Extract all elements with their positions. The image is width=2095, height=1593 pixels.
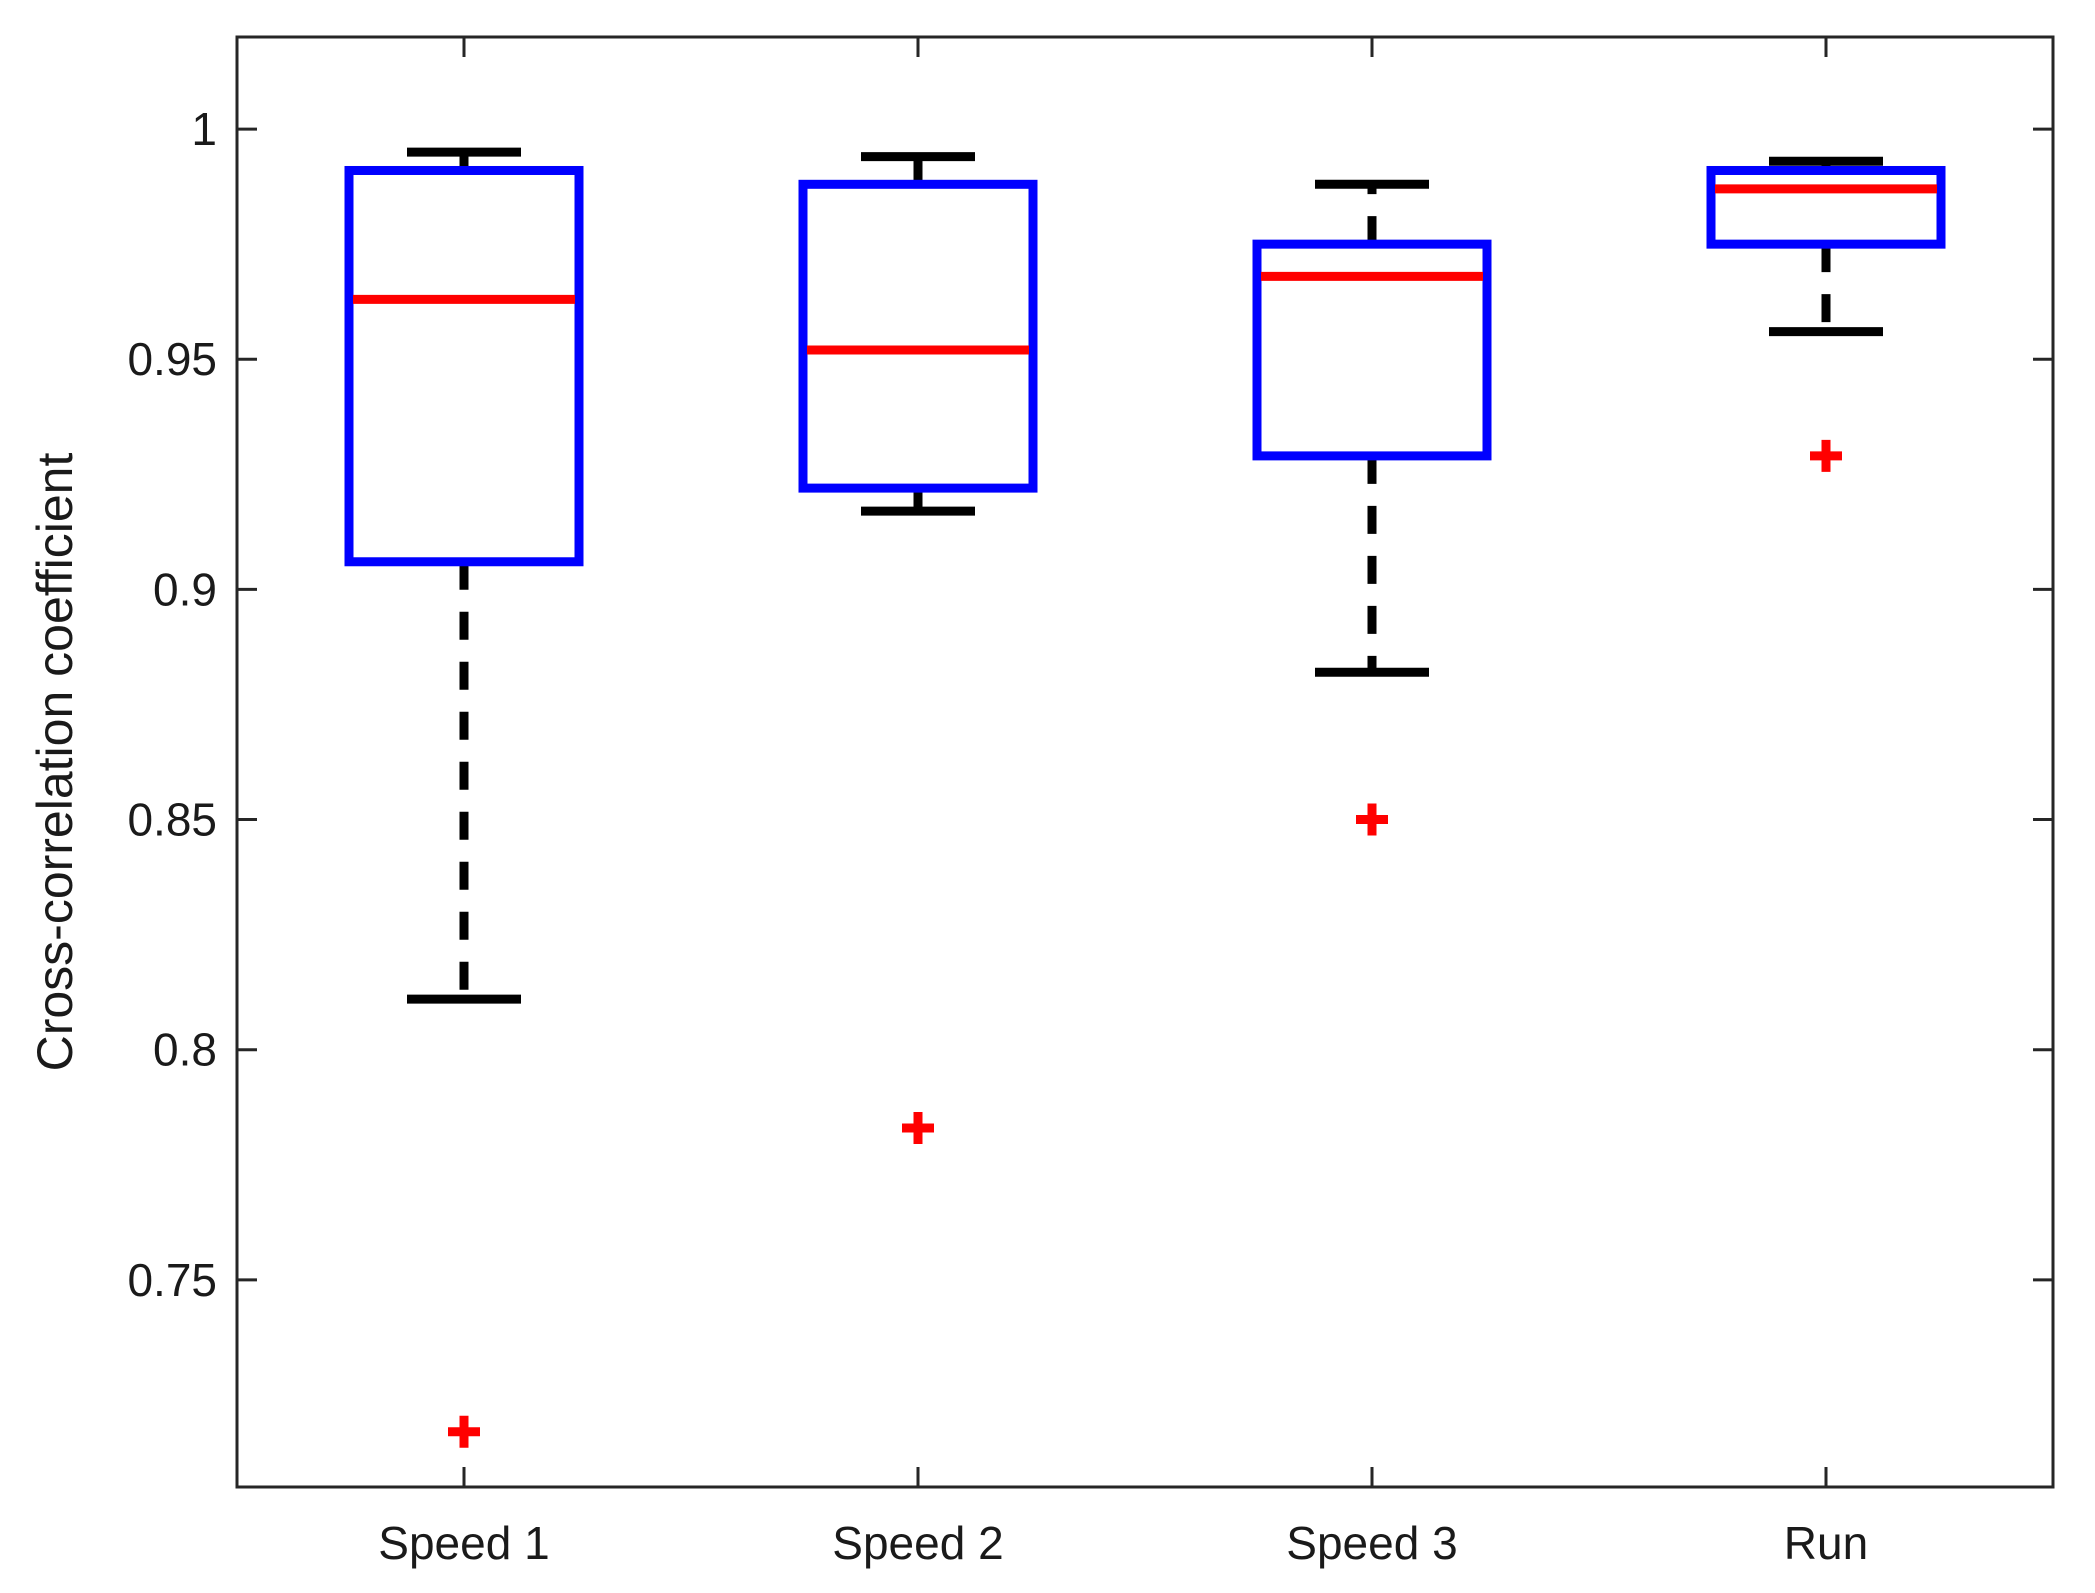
box-group xyxy=(798,152,1038,1144)
box-group xyxy=(344,147,584,1448)
iqr-box xyxy=(798,179,1038,493)
outlier-point xyxy=(902,1111,934,1144)
box-series xyxy=(344,147,1946,1448)
iqr-box xyxy=(344,165,584,567)
y-tick-label: 1 xyxy=(191,103,217,155)
x-tick-label: Speed 3 xyxy=(1286,1517,1457,1569)
outlier-point xyxy=(1356,803,1388,836)
outlier-point xyxy=(448,1415,480,1448)
y-tick-label: 0.75 xyxy=(127,1254,217,1306)
x-tick-label: Speed 1 xyxy=(378,1517,549,1569)
y-axis-ticks: 0.75 0.8 0.85 0.9 0.95 1 xyxy=(127,103,2053,1306)
box-group xyxy=(1252,179,1492,836)
y-tick-label: 0.85 xyxy=(127,794,217,846)
y-tick-label: 0.8 xyxy=(153,1024,217,1076)
y-tick-label: 0.9 xyxy=(153,563,217,615)
x-tick-label: Run xyxy=(1784,1517,1868,1569)
x-tick-label: Speed 2 xyxy=(832,1517,1003,1569)
y-tick-label: 0.95 xyxy=(127,333,217,385)
iqr-box xyxy=(1706,165,1946,249)
plot-area xyxy=(235,35,2055,1489)
x-axis-ticks: Speed 1 Speed 2 Speed 3 Run xyxy=(378,37,1868,1569)
outlier-point xyxy=(1810,439,1842,472)
y-axis-label: Cross-correlation coefficient xyxy=(27,453,83,1072)
box-group xyxy=(1706,156,1946,472)
